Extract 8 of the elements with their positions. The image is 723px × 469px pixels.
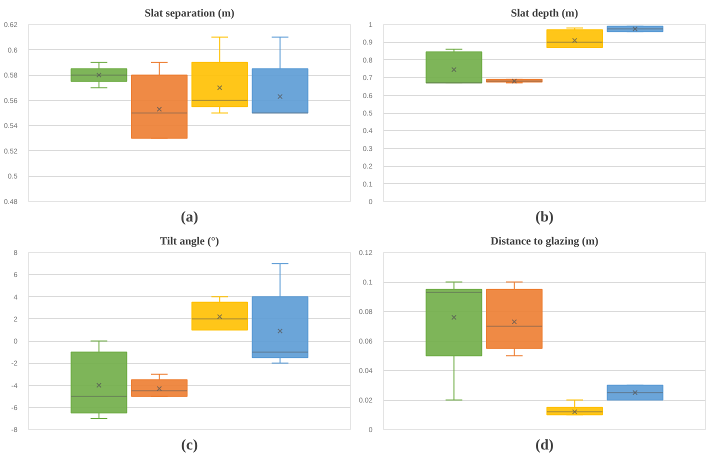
chart-title: Tilt angle (°) (160, 236, 220, 248)
chart-title: Slat separation (m) (144, 8, 235, 20)
chart-title: Slat depth (m) (510, 8, 578, 20)
x-axis-title: (d) (535, 438, 554, 454)
x-axis-title: (c) (181, 438, 198, 454)
x-axis-title: (a) (180, 210, 198, 226)
chart-title: Distance to glazing (m) (490, 236, 599, 248)
x-axis-title: (b) (535, 210, 554, 226)
